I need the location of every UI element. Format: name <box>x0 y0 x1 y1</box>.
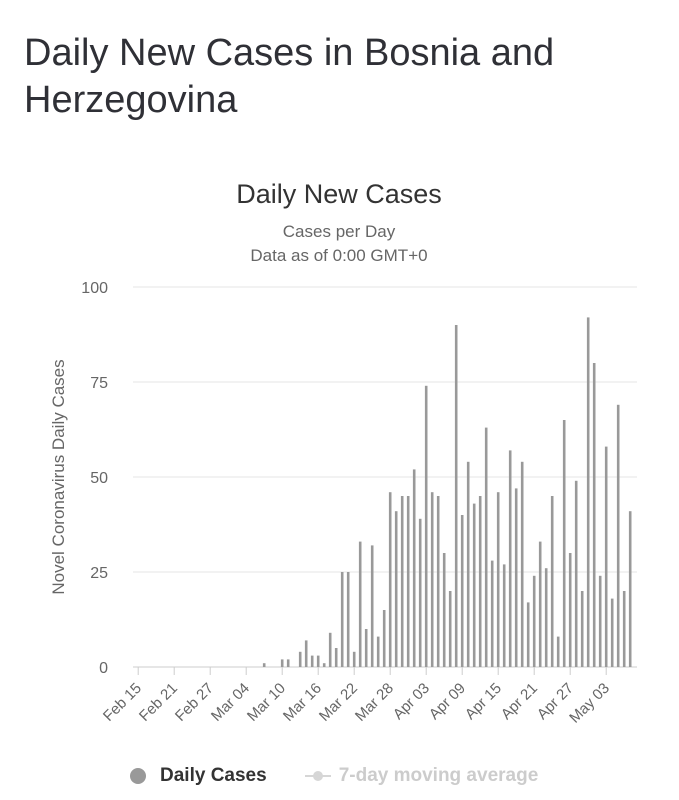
bar[interactable] <box>304 640 308 667</box>
bar[interactable] <box>562 420 566 667</box>
y-tick-label: 100 <box>81 280 108 297</box>
legend: Daily Cases 7-day moving average <box>130 765 538 787</box>
x-tick-label: Apr 15 <box>462 680 505 723</box>
bar[interactable] <box>370 545 374 667</box>
grid-lines: 0 25 50 75 100 <box>81 280 637 677</box>
bar[interactable] <box>508 450 512 667</box>
bar[interactable] <box>616 404 620 667</box>
legend-item-daily-cases[interactable]: Daily Cases <box>130 765 267 787</box>
bar[interactable] <box>460 515 464 667</box>
x-tick-label: Feb 21 <box>136 680 181 725</box>
bar[interactable] <box>622 591 626 667</box>
x-tick-label: Mar 10 <box>244 680 289 725</box>
bar[interactable] <box>388 492 392 667</box>
legend-label-moving-average: 7-day moving average <box>338 765 539 786</box>
x-tick-label: Apr 03 <box>390 680 433 723</box>
bar[interactable] <box>478 496 482 667</box>
bar[interactable] <box>490 560 494 667</box>
bar[interactable] <box>340 572 344 667</box>
bar[interactable] <box>610 598 614 667</box>
bar[interactable] <box>448 591 452 667</box>
bar[interactable] <box>520 461 524 667</box>
bar[interactable] <box>472 503 476 667</box>
bar[interactable] <box>364 629 368 667</box>
bar[interactable] <box>328 632 332 667</box>
x-tick-label: Feb 27 <box>172 680 217 725</box>
bar[interactable] <box>574 480 578 667</box>
bar[interactable] <box>532 575 536 667</box>
bar[interactable] <box>406 496 410 667</box>
bar[interactable] <box>280 659 284 667</box>
bar[interactable] <box>454 325 458 667</box>
chart-title: Daily New Cases <box>236 179 442 209</box>
bar[interactable] <box>358 541 362 667</box>
moving-average-marker-icon <box>304 768 331 784</box>
chart-subtitle-1: Cases per Day <box>283 222 396 241</box>
bar[interactable] <box>628 511 632 667</box>
bar[interactable] <box>316 655 320 667</box>
bar[interactable] <box>400 496 404 667</box>
bar[interactable] <box>436 496 440 667</box>
bar[interactable] <box>466 461 470 667</box>
bars <box>262 317 632 667</box>
bar[interactable] <box>394 511 398 667</box>
bar[interactable] <box>484 427 488 667</box>
bar[interactable] <box>538 541 542 667</box>
bar[interactable] <box>334 648 338 667</box>
bar[interactable] <box>262 663 266 667</box>
bar[interactable] <box>382 610 386 667</box>
bar[interactable] <box>310 655 314 667</box>
bar[interactable] <box>592 363 596 667</box>
x-tick-label: Mar 16 <box>280 680 325 725</box>
bar[interactable] <box>580 591 584 667</box>
x-tick-label: Apr 09 <box>426 680 469 723</box>
bar[interactable] <box>298 651 302 667</box>
bar[interactable] <box>598 575 602 667</box>
chart-subtitle-2: Data as of 0:00 GMT+0 <box>250 246 427 265</box>
x-tick-label: Mar 28 <box>352 680 397 725</box>
bar[interactable] <box>430 492 434 667</box>
bar[interactable] <box>412 469 416 667</box>
y-tick-label: 75 <box>90 375 108 392</box>
x-tick-label: Mar 22 <box>316 680 361 725</box>
legend-item-moving-average[interactable]: 7-day moving average <box>267 765 539 787</box>
bar[interactable] <box>346 572 350 667</box>
daily-cases-marker-icon <box>130 768 146 784</box>
page-title: Daily New Cases in Bosnia and Herzegovin… <box>24 32 555 121</box>
bar[interactable] <box>604 446 608 667</box>
bar[interactable] <box>322 663 326 667</box>
bar[interactable] <box>424 385 428 667</box>
bar[interactable] <box>286 659 290 667</box>
bar[interactable] <box>496 492 500 667</box>
bar[interactable] <box>550 496 554 667</box>
bar[interactable] <box>502 564 506 667</box>
y-tick-label: 50 <box>90 470 108 487</box>
bar[interactable] <box>376 636 380 667</box>
x-tick-label: May 03 <box>566 680 613 727</box>
bar[interactable] <box>568 553 572 667</box>
bar[interactable] <box>526 602 530 667</box>
x-tick-label: Apr 21 <box>498 680 541 723</box>
x-tick-label: Feb 15 <box>100 680 145 725</box>
bar[interactable] <box>418 518 422 667</box>
y-axis-label: Novel Coronavirus Daily Cases <box>49 359 68 594</box>
bar[interactable] <box>586 317 590 667</box>
y-tick-label: 0 <box>99 660 108 677</box>
legend-label-daily-cases: Daily Cases <box>160 765 267 786</box>
bar[interactable] <box>544 568 548 667</box>
bar[interactable] <box>352 651 356 667</box>
y-tick-label: 25 <box>90 565 108 582</box>
x-tick-label: Mar 04 <box>208 680 253 725</box>
bar[interactable] <box>442 553 446 667</box>
bar[interactable] <box>514 488 518 667</box>
bar[interactable] <box>556 636 560 667</box>
